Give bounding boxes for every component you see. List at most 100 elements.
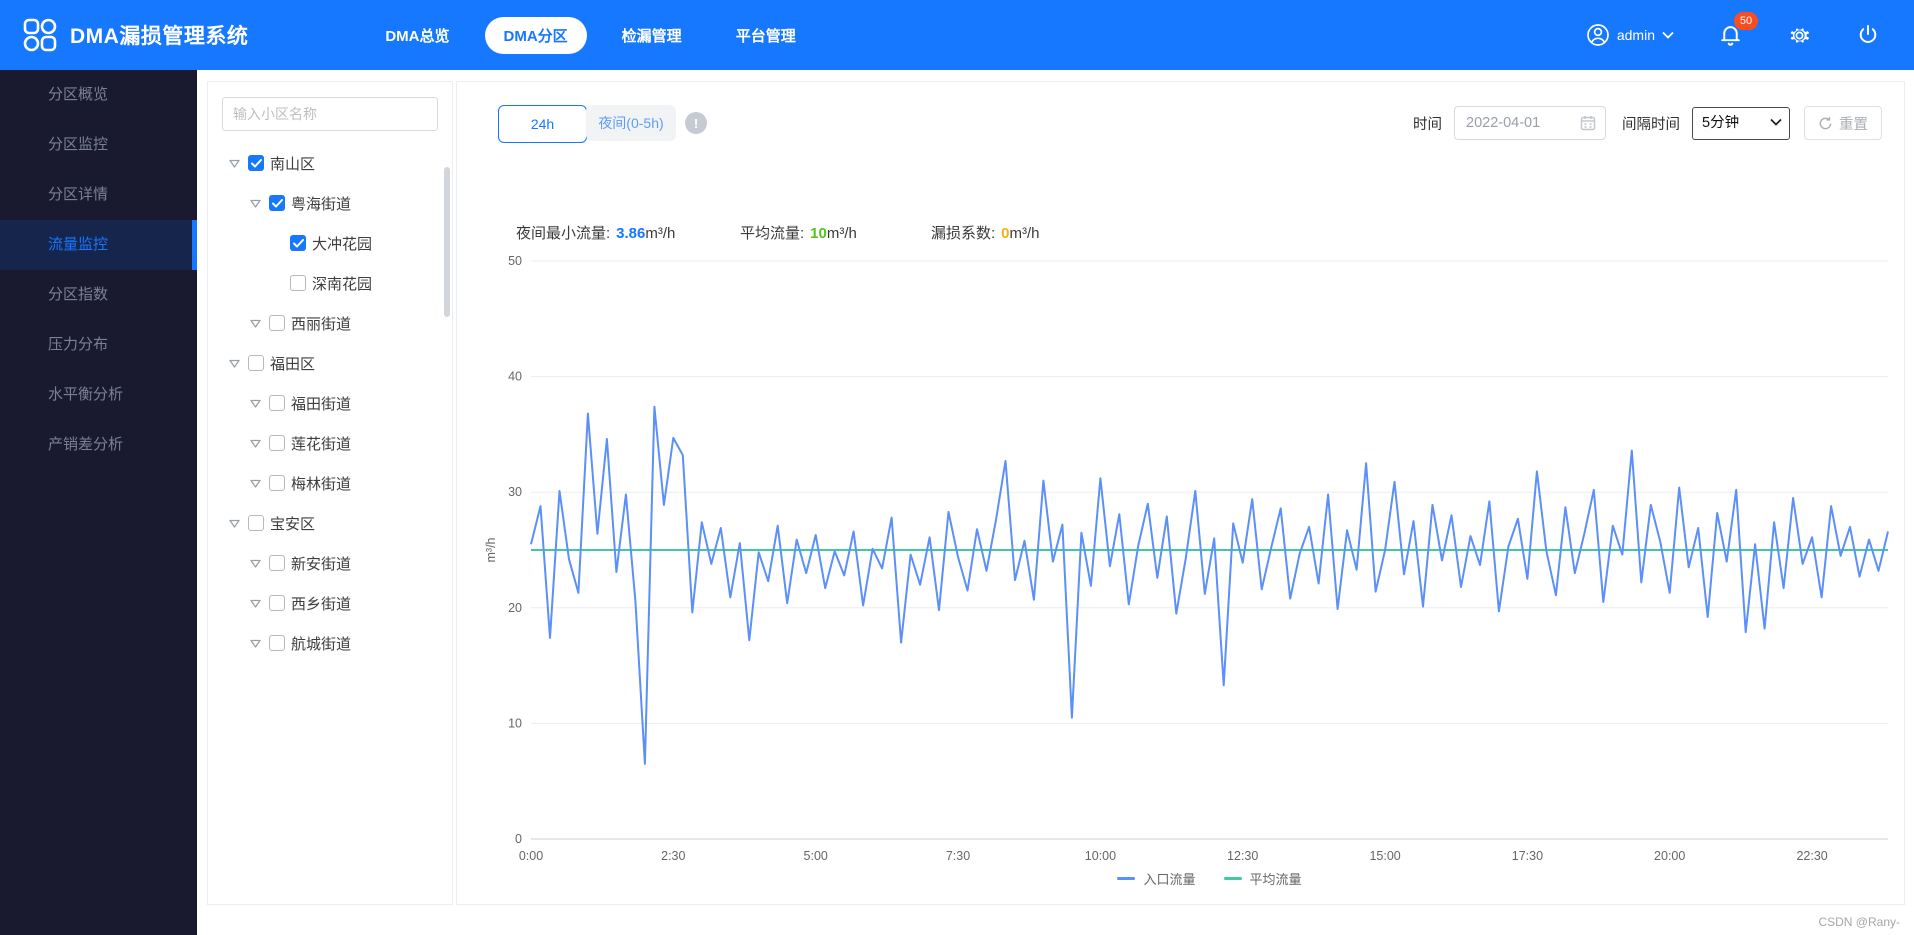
zone-tree: 南山区粤海街道大冲花园深南花园西丽街道福田区福田街道莲花街道梅林街道宝安区新安街…: [208, 143, 452, 663]
svg-text:0:00: 0:00: [519, 849, 543, 863]
tree-node-粤海街道[interactable]: 粤海街道: [208, 183, 452, 223]
info-icon[interactable]: !: [685, 112, 707, 134]
sidebar-item-水平衡分析[interactable]: 水平衡分析: [48, 386, 124, 403]
sidebar-item-压力分布[interactable]: 压力分布: [48, 336, 109, 353]
expand-arrow-icon[interactable]: [249, 197, 262, 210]
expand-arrow-icon[interactable]: [249, 637, 262, 650]
tree-node-label[interactable]: 梅林街道: [291, 475, 352, 493]
svg-text:10: 10: [508, 716, 522, 730]
tree-checkbox[interactable]: [269, 195, 285, 211]
tree-node-南山区[interactable]: 南山区: [208, 143, 452, 183]
content-area: 南山区粤海街道大冲花园深南花园西丽街道福田区福田街道莲花街道梅林街道宝安区新安街…: [197, 70, 1914, 935]
nav-item-DMA分区[interactable]: DMA分区: [484, 16, 587, 54]
svg-text:20:00: 20:00: [1654, 849, 1685, 863]
stat-item-2: 漏损系数: 0m³/h: [931, 222, 1040, 243]
date-input[interactable]: [1464, 114, 1580, 132]
tree-checkbox[interactable]: [290, 275, 306, 291]
expand-arrow-icon[interactable]: [249, 557, 262, 570]
time-label: 时间: [1413, 116, 1442, 133]
settings-button[interactable]: [1787, 23, 1812, 48]
expand-arrow-icon[interactable]: [228, 517, 241, 530]
tree-node-航城街道[interactable]: 航城街道: [208, 623, 452, 663]
tree-node-label[interactable]: 福田区: [270, 355, 316, 373]
stat-label: 夜间最小流量:: [516, 225, 611, 242]
tree-node-label[interactable]: 福田街道: [291, 395, 352, 413]
tree-node-西丽街道[interactable]: 西丽街道: [208, 303, 452, 343]
tree-node-福田区[interactable]: 福田区: [208, 343, 452, 383]
expand-arrow-icon[interactable]: [249, 597, 262, 610]
tab-night[interactable]: 夜间(0-5h): [586, 105, 676, 141]
expand-arrow-icon[interactable]: [228, 357, 241, 370]
sidebar-item-产销差分析[interactable]: 产销差分析: [48, 436, 124, 453]
nav-item-DMA总览[interactable]: DMA总览: [385, 27, 450, 45]
nav-item-检漏管理[interactable]: 检漏管理: [621, 27, 682, 45]
sidebar-item-分区概览[interactable]: 分区概览: [48, 86, 109, 103]
tree-node-宝安区[interactable]: 宝安区: [208, 503, 452, 543]
reset-button[interactable]: 重置: [1804, 106, 1882, 140]
user-menu[interactable]: admin: [1586, 23, 1674, 47]
tree-checkbox[interactable]: [269, 315, 285, 331]
svg-text:10:00: 10:00: [1085, 849, 1116, 863]
stat-value: 3.86: [616, 225, 646, 242]
tree-node-label[interactable]: 南山区: [270, 155, 316, 173]
tree-node-新安街道[interactable]: 新安街道: [208, 543, 452, 583]
sidebar-item-流量监控[interactable]: 流量监控: [0, 220, 197, 270]
tree-node-莲花街道[interactable]: 莲花街道: [208, 423, 452, 463]
username: admin: [1616, 27, 1655, 43]
header-right: admin 50: [1586, 11, 1880, 48]
tree-node-label[interactable]: 粤海街道: [291, 195, 352, 213]
legend-item-入口流量[interactable]: 入口流量: [1117, 869, 1196, 888]
tree-node-梅林街道[interactable]: 梅林街道: [208, 463, 452, 503]
main-nav: DMA总览 DMA分区 检漏管理 平台管理: [366, 16, 814, 54]
tree-checkbox[interactable]: [269, 395, 285, 411]
notifications-button[interactable]: 50: [1718, 11, 1758, 48]
zone-search-input[interactable]: [222, 97, 438, 131]
tree-scrollbar[interactable]: [444, 167, 450, 317]
tree-node-label[interactable]: 莲花街道: [291, 435, 352, 453]
svg-text:7:30: 7:30: [946, 849, 970, 863]
nav-item-平台管理[interactable]: 平台管理: [735, 27, 796, 45]
tree-checkbox[interactable]: [269, 635, 285, 651]
expand-arrow-icon[interactable]: [228, 157, 241, 170]
svg-text:15:00: 15:00: [1369, 849, 1400, 863]
sidebar-item-分区指数[interactable]: 分区指数: [48, 286, 109, 303]
tree-checkbox[interactable]: [290, 235, 306, 251]
date-picker[interactable]: [1454, 106, 1606, 140]
tree-node-label[interactable]: 深南花园: [312, 275, 373, 293]
tree-checkbox[interactable]: [248, 515, 264, 531]
reset-label: 重置: [1839, 116, 1868, 133]
tree-node-label[interactable]: 航城街道: [291, 635, 352, 653]
interval-select[interactable]: 5分钟: [1692, 106, 1790, 140]
tree-node-大冲花园[interactable]: 大冲花园: [208, 223, 452, 263]
tree-checkbox[interactable]: [248, 155, 264, 171]
tree-node-label[interactable]: 大冲花园: [312, 235, 373, 253]
tree-node-label[interactable]: 西乡街道: [291, 595, 352, 613]
tree-node-深南花园[interactable]: 深南花园: [208, 263, 452, 303]
tree-node-label[interactable]: 西丽街道: [291, 315, 352, 333]
watermark: CSDN @Rany-: [1818, 915, 1900, 929]
tab-24h[interactable]: 24h: [498, 105, 587, 143]
legend-item-平均流量[interactable]: 平均流量: [1223, 869, 1302, 888]
tree-checkbox[interactable]: [269, 595, 285, 611]
svg-text:40: 40: [508, 370, 522, 384]
flow-line-chart: 0 10 20 30 40 50 m³/h 0:00 2:30 5:00 7:30 10:00 12:3…: [484, 254, 1889, 863]
zone-tree-panel: 南山区粤海街道大冲花园深南花园西丽街道福田区福田街道莲花街道梅林街道宝安区新安街…: [207, 81, 453, 905]
tree-node-西乡街道[interactable]: 西乡街道: [208, 583, 452, 623]
tree-node-label[interactable]: 宝安区: [270, 515, 316, 533]
expand-arrow-icon[interactable]: [249, 437, 262, 450]
expand-arrow-icon[interactable]: [249, 317, 262, 330]
sidebar-item-分区监控[interactable]: 分区监控: [48, 136, 109, 153]
stat-label: 漏损系数:: [931, 225, 996, 242]
tree-node-福田街道[interactable]: 福田街道: [208, 383, 452, 423]
stat-item-0: 夜间最小流量: 3.86m³/h: [516, 222, 675, 243]
tree-checkbox[interactable]: [269, 435, 285, 451]
tree-checkbox[interactable]: [269, 475, 285, 491]
logout-button[interactable]: [1856, 23, 1880, 47]
tree-checkbox[interactable]: [269, 555, 285, 571]
expand-arrow-icon[interactable]: [249, 397, 262, 410]
interval-label: 间隔时间: [1622, 116, 1680, 133]
sidebar-item-分区详情[interactable]: 分区详情: [48, 186, 109, 203]
tree-node-label[interactable]: 新安街道: [291, 555, 352, 573]
expand-arrow-icon[interactable]: [249, 477, 262, 490]
tree-checkbox[interactable]: [248, 355, 264, 371]
